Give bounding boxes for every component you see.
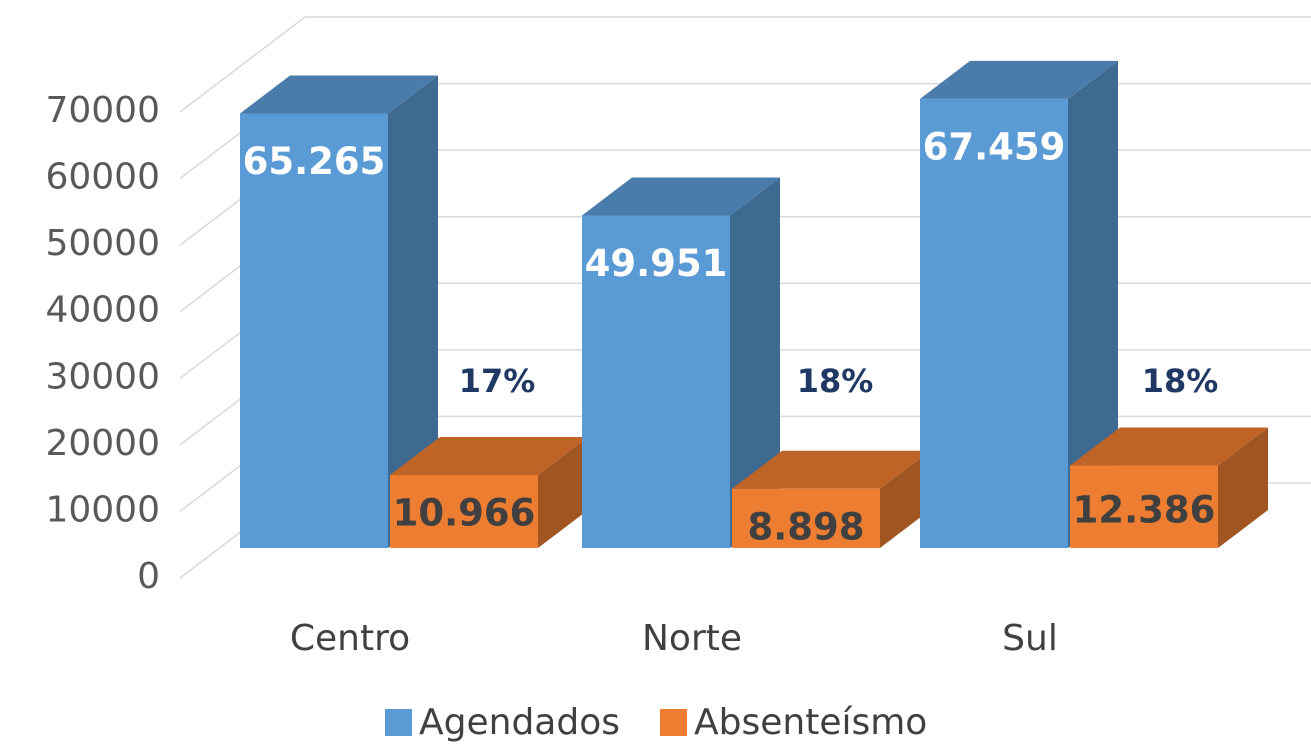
data-label: 67.459 <box>923 125 1066 168</box>
x-tick-label: Centro <box>290 618 410 659</box>
y-tick-label: 70000 <box>45 90 160 131</box>
legend-swatch <box>660 709 687 736</box>
bar <box>1070 465 1218 548</box>
x-tick-label: Sul <box>1002 618 1058 659</box>
legend-label: Agendados <box>419 702 620 743</box>
bar-top <box>582 177 780 216</box>
y-tick-label: 50000 <box>45 223 160 264</box>
data-label: 10.966 <box>393 491 536 534</box>
y-tick-label: 10000 <box>45 489 160 530</box>
y-tick-label: 20000 <box>45 423 160 464</box>
y-tick-label: 0 <box>137 556 160 597</box>
bar <box>582 215 730 548</box>
y-tick-label: 30000 <box>45 356 160 397</box>
bar-side <box>880 450 930 548</box>
annotation: 18% <box>1142 362 1219 400</box>
data-label: 12.386 <box>1073 489 1216 532</box>
data-label: 49.951 <box>585 242 728 285</box>
bar-top <box>240 75 438 114</box>
grid-line <box>179 16 1311 113</box>
bar-side <box>1218 427 1268 548</box>
bar-top <box>1070 427 1268 466</box>
data-label: 65.265 <box>243 140 386 183</box>
bar-side <box>730 177 780 548</box>
legend-label: Absenteísmo <box>694 702 927 743</box>
annotation: 17% <box>459 362 536 400</box>
bar-top <box>390 436 588 475</box>
annotation: 18% <box>797 362 874 400</box>
y-tick-label: 40000 <box>45 290 160 331</box>
x-tick-label: Norte <box>642 618 742 659</box>
bar-top <box>732 450 930 489</box>
data-label: 8.898 <box>747 505 864 548</box>
bar <box>920 98 1068 548</box>
bar-top <box>920 60 1118 99</box>
bar <box>732 488 880 548</box>
bar-side <box>538 436 588 548</box>
bar-side <box>1068 60 1118 548</box>
y-tick-label: 60000 <box>45 157 160 198</box>
bar-side <box>388 75 438 548</box>
bar <box>390 474 538 548</box>
bar <box>240 113 388 548</box>
legend-swatch <box>385 709 412 736</box>
